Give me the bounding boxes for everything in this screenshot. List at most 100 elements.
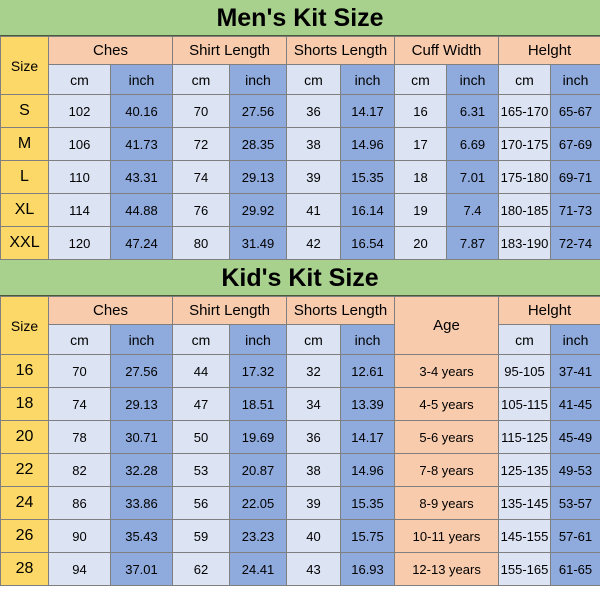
table-row: XXL 120 47.24 80 31.49 42 16.54 20 7.87 183-190 72…: [0, 226, 600, 260]
mens-cell-inch: 29.13: [228, 160, 288, 194]
kids-cell-cm: 44: [172, 354, 230, 388]
table-row: S 102 40.16 70 27.56 36 14.17 16 6.31 165-170 65-6…: [0, 94, 600, 128]
mens-cell-inch: 44.88: [110, 193, 173, 227]
mens-table-body: S 102 40.16 70 27.56 36 14.17 16 6.31 165-170 65-6…: [0, 94, 600, 260]
mens-unit-chest-inch: inch: [110, 64, 173, 95]
kids-cell-cm: 36: [286, 420, 342, 454]
kids-header-age: Age: [394, 296, 500, 355]
kids-cell-inch: 32.28: [110, 453, 173, 487]
mens-row-size-label: XXL: [0, 226, 49, 260]
mens-row-size-label: M: [0, 127, 49, 161]
kids-cell-height-inch: 61-65: [550, 552, 600, 586]
mens-row-size-label: S: [0, 94, 49, 128]
mens-cell-inch: 14.96: [340, 127, 396, 161]
kids-cell-cm: 90: [48, 519, 111, 553]
mens-table-head: Size Ches Shirt Length Shorts Length Cuf…: [0, 36, 600, 95]
kids-row-size-label: 22: [0, 453, 49, 487]
kids-cell-inch: 27.56: [110, 354, 173, 388]
mens-cell-inch: 16.54: [340, 226, 396, 260]
mens-cell-inch: 72-74: [550, 226, 600, 260]
kids-cell-inch: 12.61: [340, 354, 396, 388]
kids-cell-inch: 29.13: [110, 387, 173, 421]
kids-row-size-label: 28: [0, 552, 49, 586]
mens-cell-cm: 102: [48, 94, 111, 128]
mens-cell-cm: 42: [286, 226, 342, 260]
mens-cell-inch: 6.31: [446, 94, 500, 128]
mens-cell-cm: 76: [172, 193, 230, 227]
kids-row-size-label: 26: [0, 519, 49, 553]
kids-cell-height-cm: 105-115: [498, 387, 552, 421]
kids-cell-age: 3-4 years: [394, 354, 500, 388]
kids-cell-inch: 23.23: [228, 519, 288, 553]
kids-cell-cm: 40: [286, 519, 342, 553]
mens-unit-height-inch: inch: [550, 64, 600, 95]
kids-unit-chest-inch: inch: [110, 324, 173, 355]
kids-cell-age: 5-6 years: [394, 420, 500, 454]
kids-cell-cm: 38: [286, 453, 342, 487]
mens-cell-inch: 43.31: [110, 160, 173, 194]
kids-cell-cm: 34: [286, 387, 342, 421]
mens-cell-cm: 19: [394, 193, 448, 227]
table-row: 22 82 32.28 53 20.87 38 14.96 7-8 years 125-135 4…: [0, 453, 600, 487]
kids-cell-inch: 22.05: [228, 486, 288, 520]
mens-cell-inch: 14.17: [340, 94, 396, 128]
table-row: M 106 41.73 72 28.35 38 14.96 17 6.69 170-175 67-6…: [0, 127, 600, 161]
kids-cell-inch: 37.01: [110, 552, 173, 586]
mens-unit-cuff-cm: cm: [394, 64, 448, 95]
kids-header-shorts-length: Shorts Length: [286, 296, 396, 325]
mens-row-size-label: XL: [0, 193, 49, 227]
mens-cell-inch: 29.92: [228, 193, 288, 227]
kids-cell-inch: 19.69: [228, 420, 288, 454]
kids-cell-age: 7-8 years: [394, 453, 500, 487]
mens-size-table: Size Ches Shirt Length Shorts Length Cuf…: [0, 36, 600, 260]
mens-cell-inch: 27.56: [228, 94, 288, 128]
mens-cell-cm: 165-170: [498, 94, 552, 128]
kids-cell-cm: 62: [172, 552, 230, 586]
mens-header-cuff-width: Cuff Width: [394, 36, 500, 65]
mens-unit-cuff-inch: inch: [446, 64, 500, 95]
kids-cell-cm: 53: [172, 453, 230, 487]
kids-table-body: 16 70 27.56 44 17.32 32 12.61 3-4 years 95-105 37…: [0, 354, 600, 586]
mens-cell-cm: 41: [286, 193, 342, 227]
kids-unit-height-inch: inch: [550, 324, 600, 355]
kids-cell-height-inch: 53-57: [550, 486, 600, 520]
mens-header-shorts-length: Shorts Length: [286, 36, 396, 65]
kids-cell-inch: 20.87: [228, 453, 288, 487]
table-row: 26 90 35.43 59 23.23 40 15.75 10-11 years 145-15…: [0, 519, 600, 553]
kids-unit-height-cm: cm: [498, 324, 552, 355]
mens-cell-cm: 39: [286, 160, 342, 194]
kids-section-title: Kid's Kit Size: [0, 260, 600, 296]
mens-cell-cm: 110: [48, 160, 111, 194]
kids-cell-cm: 86: [48, 486, 111, 520]
kids-row-size-label: 16: [0, 354, 49, 388]
kids-cell-inch: 35.43: [110, 519, 173, 553]
mens-cell-cm: 36: [286, 94, 342, 128]
kids-cell-inch: 16.93: [340, 552, 396, 586]
kids-cell-height-cm: 95-105: [498, 354, 552, 388]
mens-cell-inch: 67-69: [550, 127, 600, 161]
mens-cell-cm: 120: [48, 226, 111, 260]
kids-cell-height-inch: 57-61: [550, 519, 600, 553]
mens-unit-shorts-cm: cm: [286, 64, 342, 95]
kids-unit-shirt-cm: cm: [172, 324, 230, 355]
mens-cell-cm: 175-180: [498, 160, 552, 194]
kids-unit-header-row: cm inch cm inch cm inch cm inch: [1, 324, 600, 355]
mens-cell-inch: 7.4: [446, 193, 500, 227]
mens-unit-shirt-cm: cm: [172, 64, 230, 95]
table-row: 28 94 37.01 62 24.41 43 16.93 12-13 years 155-16…: [0, 552, 600, 586]
kids-cell-height-inch: 37-41: [550, 354, 600, 388]
kids-cell-height-cm: 115-125: [498, 420, 552, 454]
mens-header-shirt-length: Shirt Length: [171, 36, 288, 65]
mens-row-size-label: L: [0, 160, 49, 194]
mens-cell-cm: 106: [48, 127, 111, 161]
kids-table-head: Size Ches Shirt Length Shorts Length Age…: [0, 296, 600, 355]
kids-cell-age: 10-11 years: [394, 519, 500, 553]
kids-cell-height-cm: 125-135: [498, 453, 552, 487]
kids-header-shirt-length: Shirt Length: [171, 296, 288, 325]
mens-cell-inch: 65-67: [550, 94, 600, 128]
kids-row-size-label: 24: [0, 486, 49, 520]
mens-cell-inch: 6.69: [446, 127, 500, 161]
kids-header-size: Size: [0, 296, 49, 355]
kids-cell-cm: 78: [48, 420, 111, 454]
